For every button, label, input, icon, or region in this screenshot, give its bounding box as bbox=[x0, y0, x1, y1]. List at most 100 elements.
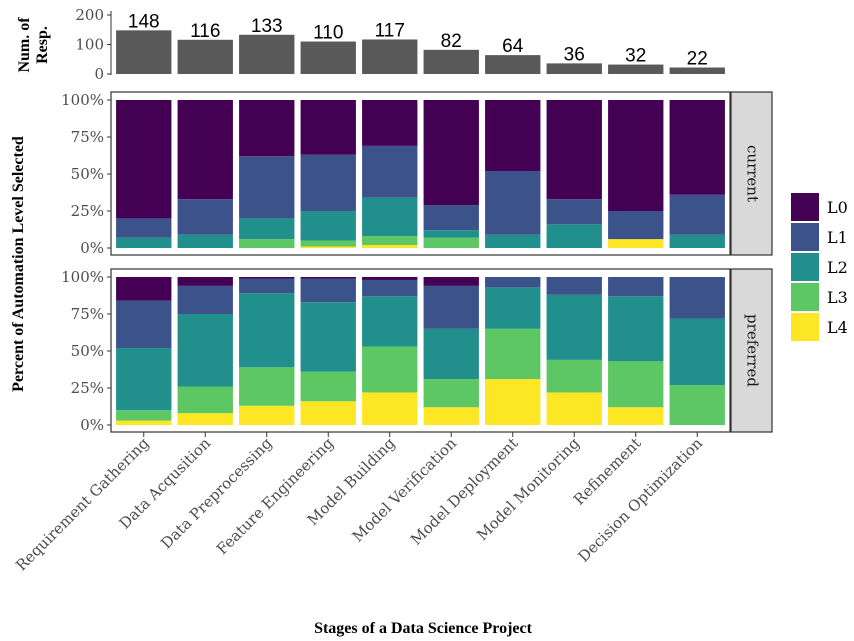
count-y-tick-label: 200 bbox=[75, 6, 104, 24]
stacked-bar-segment-l1 bbox=[669, 277, 725, 319]
stacked-bar-segment-l1 bbox=[300, 278, 356, 303]
count-data-label: 110 bbox=[313, 23, 343, 44]
stacked-bar-segment-l3 bbox=[423, 379, 479, 408]
facet-strip bbox=[730, 91, 773, 256]
percent-y-tick-label: 75% bbox=[71, 305, 104, 323]
stacked-bar-segment-l0 bbox=[177, 277, 233, 286]
count-bar bbox=[669, 67, 725, 74]
stacked-bar-segment-l4 bbox=[362, 245, 418, 248]
stacked-bar-segment-l1 bbox=[239, 278, 295, 294]
legend-label: L3 bbox=[827, 288, 848, 307]
count-axis-title-line1: Num. of bbox=[16, 17, 33, 73]
legend-label: L4 bbox=[827, 318, 848, 337]
x-tick-label: Decision Optimization bbox=[574, 434, 706, 566]
count-data-label: 22 bbox=[687, 49, 708, 70]
legend-label: L2 bbox=[827, 258, 848, 277]
count-data-label: 32 bbox=[625, 46, 646, 67]
legend-key-l0 bbox=[791, 193, 819, 221]
stacked-bar-segment-l0 bbox=[177, 100, 233, 200]
stacked-bar-segment-l1 bbox=[116, 218, 172, 238]
legend-key-l2 bbox=[791, 253, 819, 281]
stacked-bar-segment-l1 bbox=[423, 285, 479, 329]
count-bar bbox=[300, 41, 356, 74]
stacked-bar-segment-l2 bbox=[300, 302, 356, 372]
stacked-bar-segment-l2 bbox=[669, 318, 725, 386]
stacked-bar-segment-l2 bbox=[177, 314, 233, 387]
stacked-bar-segment-l4 bbox=[608, 239, 664, 248]
stacked-bar-segment-l3 bbox=[177, 386, 233, 414]
percent-axis-title: Percent of Automation Level Selected bbox=[10, 136, 27, 392]
percent-y-tick-label: 0% bbox=[80, 416, 104, 434]
stacked-bar-segment-l4 bbox=[300, 401, 356, 425]
x-axis-title: Stages of a Data Science Project bbox=[314, 620, 533, 637]
stacked-bar-segment-l4 bbox=[608, 407, 664, 425]
stacked-bar-segment-l3 bbox=[423, 237, 479, 248]
stacked-bar-segment-l1 bbox=[485, 171, 541, 235]
stacked-bar-segment-l2 bbox=[177, 234, 233, 248]
count-data-label: 36 bbox=[564, 44, 585, 65]
legend: L0 L1 L2 L3 L4 bbox=[791, 193, 848, 341]
stacked-bar-segment-l0 bbox=[362, 277, 418, 280]
stacked-bar-segment-l0 bbox=[300, 100, 356, 155]
stacked-bar-segment-l1 bbox=[546, 199, 602, 225]
count-data-label: 117 bbox=[375, 20, 405, 41]
facet-strip-label: current bbox=[744, 145, 762, 202]
count-panel: 0 100 200 148 116 133 110 117 82 64 36 32 22 bbox=[75, 6, 725, 83]
stacked-bar-segment-l4 bbox=[485, 379, 541, 425]
stacked-bar-segment-l2 bbox=[669, 234, 725, 248]
stacked-bar-segment-l1 bbox=[608, 211, 664, 240]
stacked-bar-segment-l2 bbox=[116, 237, 172, 248]
stacked-bar-segment-l1 bbox=[423, 205, 479, 231]
stacked-bar-segment-l4 bbox=[362, 392, 418, 425]
stacked-bar-segment-l1 bbox=[546, 277, 602, 295]
percent-y-tick-label: 100% bbox=[61, 268, 104, 286]
stacked-bar-segment-l3 bbox=[669, 385, 725, 425]
stacked-bar-segment-l2 bbox=[608, 296, 664, 362]
stacked-bar-segment-l3 bbox=[362, 236, 418, 246]
stacked-bar-segment-l1 bbox=[362, 279, 418, 297]
stacked-bar-segment-l2 bbox=[362, 197, 418, 237]
count-bar bbox=[608, 64, 664, 74]
count-bar bbox=[423, 49, 479, 74]
stacked-bar-segment-l4 bbox=[300, 246, 356, 248]
percent-y-tick-label: 50% bbox=[71, 165, 104, 183]
stacked-bar-segment-l2 bbox=[300, 211, 356, 241]
stacked-bar-segment-l0 bbox=[546, 100, 602, 200]
legend-key-l4 bbox=[791, 313, 819, 341]
count-y-tick-label: 0 bbox=[94, 65, 104, 83]
stacked-bar-segment-l1 bbox=[669, 194, 725, 235]
stacked-bar-segment-l3 bbox=[362, 346, 418, 393]
facet-current: 0% 25% 50% 75% 100% current bbox=[61, 91, 773, 257]
stacked-bar-segment-l1 bbox=[485, 277, 541, 288]
legend-label: L0 bbox=[827, 198, 848, 217]
percent-y-tick-label: 50% bbox=[71, 342, 104, 360]
count-bar bbox=[116, 30, 172, 74]
stacked-bar-segment-l4 bbox=[177, 413, 233, 425]
stacked-bar-segment-l2 bbox=[485, 234, 541, 248]
percent-y-tick-label: 100% bbox=[61, 91, 104, 109]
stacked-bar-segment-l0 bbox=[239, 100, 295, 157]
stacked-bar-segment-l4 bbox=[239, 405, 295, 425]
stacked-bar-segment-l3 bbox=[116, 410, 172, 421]
facet-strip-label: preferred bbox=[744, 314, 762, 387]
percent-y-tick-label: 75% bbox=[71, 128, 104, 146]
count-bar bbox=[546, 63, 602, 74]
x-tick-label: Feature Engineering bbox=[213, 434, 337, 558]
stacked-bar-segment-l2 bbox=[116, 348, 172, 411]
legend-key-l3 bbox=[791, 283, 819, 311]
stacked-bar-segment-l0 bbox=[116, 277, 172, 301]
stacked-bar-segment-l3 bbox=[239, 367, 295, 406]
stacked-bar-segment-l0 bbox=[608, 100, 664, 211]
count-bar bbox=[362, 39, 418, 74]
stacked-bar-segment-l0 bbox=[362, 100, 418, 146]
x-tick-label: Model Deployment bbox=[407, 434, 522, 549]
stacked-bar-segment-l3 bbox=[546, 359, 602, 393]
count-axis-title-line2: Resp. bbox=[34, 26, 51, 64]
stacked-bar-segment-l0 bbox=[423, 277, 479, 286]
stacked-bar-segment-l1 bbox=[177, 285, 233, 314]
count-bar bbox=[239, 34, 295, 74]
stacked-bar-segment-l1 bbox=[177, 199, 233, 235]
stacked-bar-segment-l2 bbox=[546, 224, 602, 248]
